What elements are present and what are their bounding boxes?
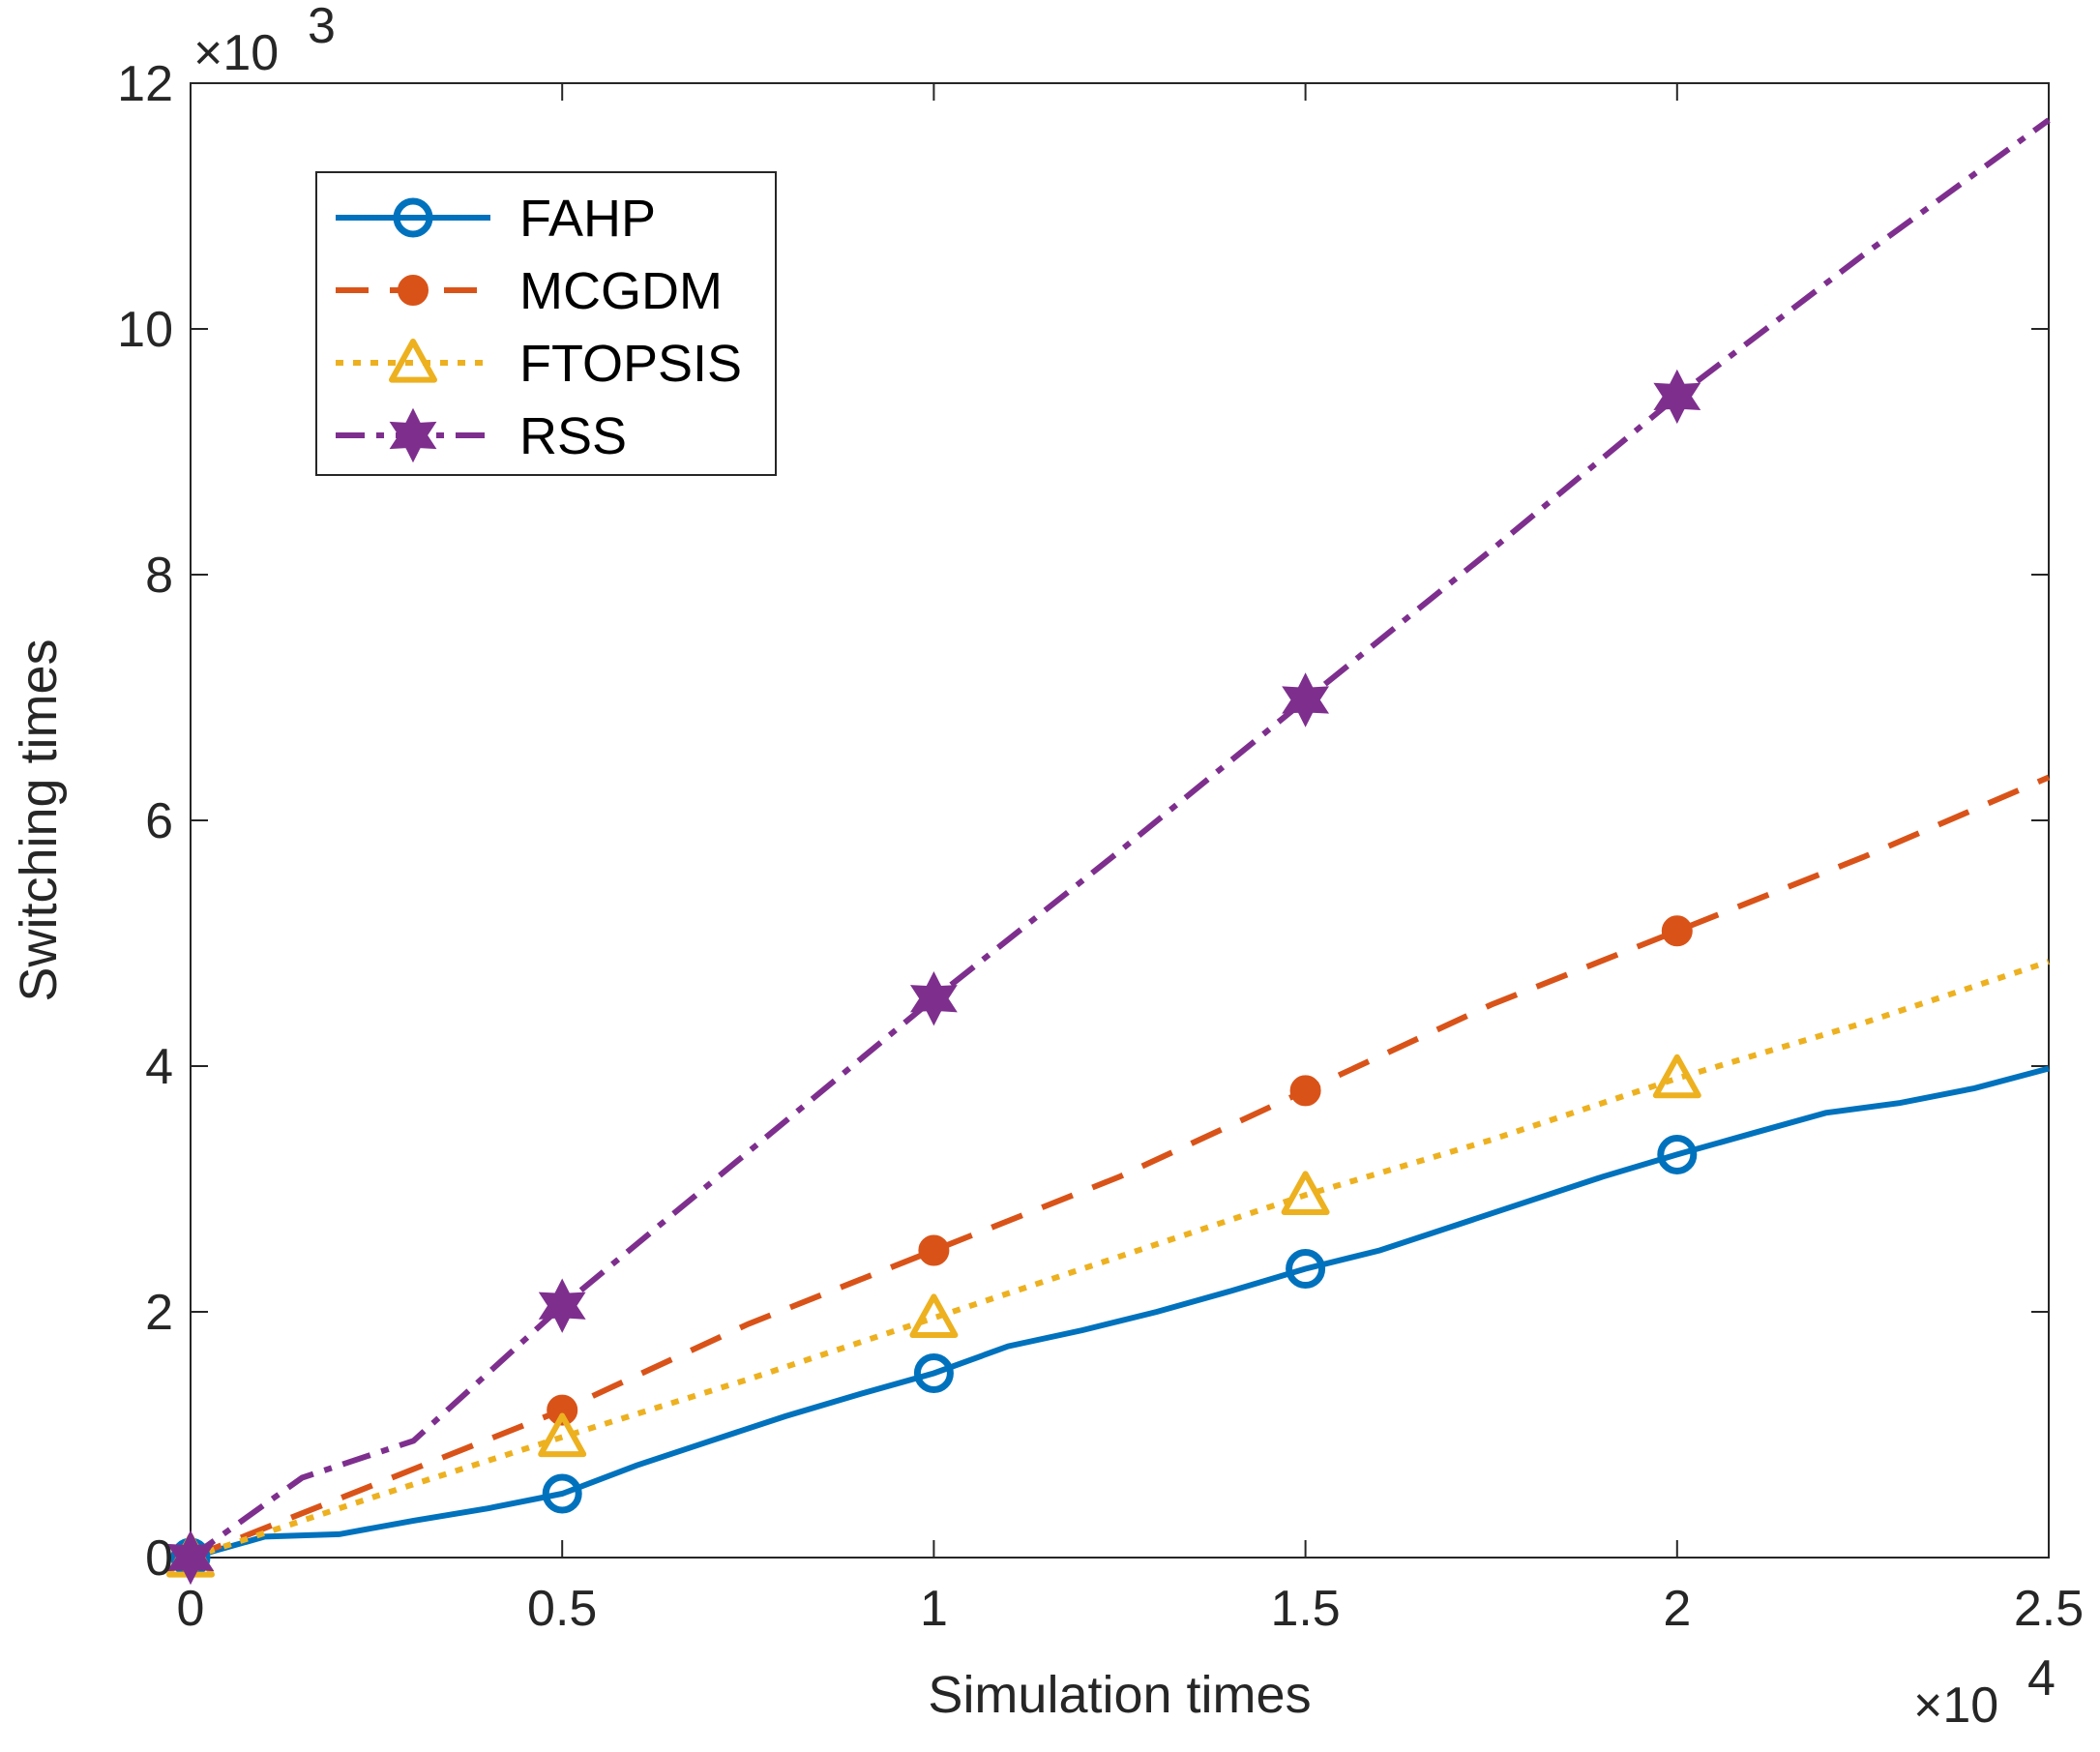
data-point-rss <box>1653 369 1701 425</box>
data-point-ftopsis <box>909 1293 959 1338</box>
x-tick-label: 2.5 <box>2014 1581 2084 1637</box>
labels-layer: 0 0.5 1 1.5 2 2.5 0 2 4 6 8 10 12 Simulation times Swi… <box>10 0 2084 1734</box>
y-tick-label: 2 <box>145 1285 173 1341</box>
x-tick-label: 2 <box>1663 1581 1691 1637</box>
series-line-mcgdm <box>189 774 2051 1560</box>
legend-marker-rss <box>389 407 437 463</box>
legend-label-fahp: FAHP <box>519 190 656 248</box>
y-tick-label: 0 <box>145 1530 173 1587</box>
y-multiplier-exponent: 3 <box>308 0 336 54</box>
x-multiplier: ×10 <box>1913 1678 1998 1734</box>
data-point-ftopsis <box>1652 1054 1701 1099</box>
legend: FAHP MCGDM FTOPSIS RSS <box>315 171 777 476</box>
x-tick-label: 0.5 <box>527 1581 597 1637</box>
data-point-ftopsis <box>1281 1171 1330 1215</box>
x-tick-label: 1 <box>920 1581 948 1637</box>
data-point-ftopsis <box>538 1412 587 1458</box>
data-point-fahp <box>1657 1134 1698 1174</box>
x-tick-label: 0 <box>177 1581 205 1637</box>
x-tick-label: 1.5 <box>1270 1581 1340 1637</box>
series-line-ftopsis <box>190 959 2050 1560</box>
data-point-mcgdm <box>1661 915 1693 947</box>
y-tick-label: 8 <box>145 548 173 604</box>
series-line-fahp <box>190 1065 2050 1560</box>
y-axis-title: Switching times <box>10 638 68 1001</box>
x-multiplier-exponent: 4 <box>2027 1650 2056 1707</box>
data-point-mcgdm <box>918 1234 950 1266</box>
legend-label-rss: RSS <box>519 407 627 465</box>
data-point-rss <box>538 1278 586 1333</box>
markers-layer <box>166 369 1701 1586</box>
data-point-mcgdm <box>1289 1075 1321 1107</box>
series-layer <box>189 117 2051 1560</box>
y-tick-label: 10 <box>117 302 173 358</box>
y-tick-label: 12 <box>117 56 173 112</box>
y-multiplier: ×10 <box>193 25 279 81</box>
series-line-rss <box>189 117 2051 1560</box>
data-point-rss <box>1282 672 1330 728</box>
x-axis-title: Simulation times <box>928 1666 1311 1724</box>
legend-marker-ftopsis <box>389 339 437 383</box>
legend-marker-fahp <box>393 197 433 238</box>
data-point-rss <box>166 1529 215 1586</box>
data-point-fahp <box>542 1473 582 1514</box>
data-point-fahp <box>913 1353 954 1393</box>
legend-marker-mcgdm <box>398 275 429 306</box>
data-point-mcgdm <box>547 1394 578 1426</box>
y-tick-label: 4 <box>145 1039 173 1095</box>
legend-label-mcgdm: MCGDM <box>519 262 723 320</box>
data-point-fahp <box>1286 1249 1326 1290</box>
y-tick-label: 6 <box>145 793 173 849</box>
legend-label-ftopsis: FTOPSIS <box>519 335 742 393</box>
data-point-rss <box>909 970 958 1026</box>
